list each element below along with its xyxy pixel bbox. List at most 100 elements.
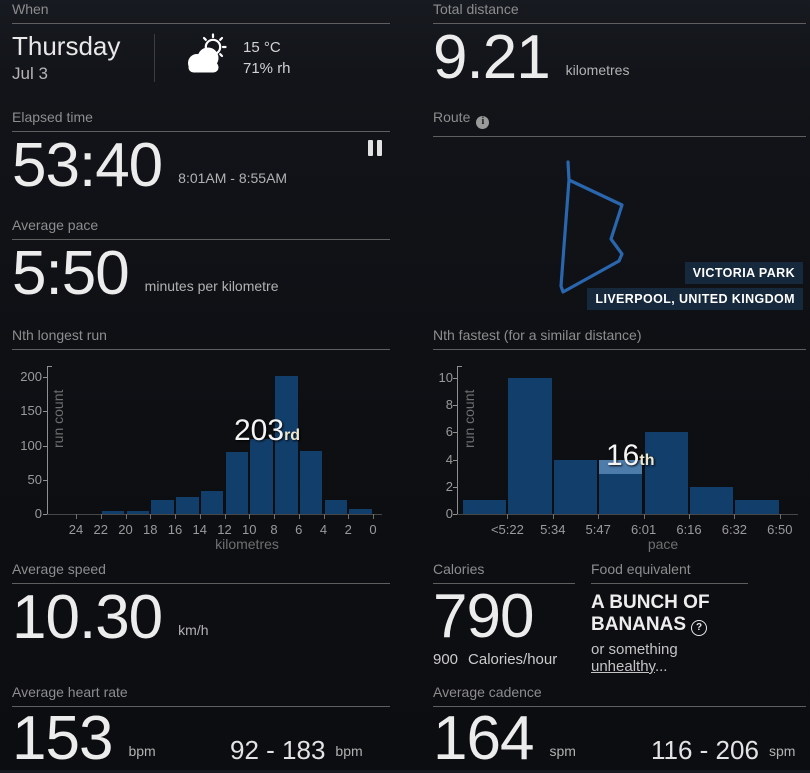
calories-food-section: Calories 790 900 Calories/hour Food equiv… bbox=[433, 562, 806, 675]
histogram-bar bbox=[599, 460, 643, 514]
nth-longest-run-title: Nth longest run bbox=[12, 328, 390, 350]
food-equivalent-title: Food equivalent bbox=[591, 562, 748, 584]
date-label: Jul 3 bbox=[12, 63, 48, 83]
when-section: When Thursday Jul 3 bbox=[12, 2, 390, 84]
temperature: 15 °C bbox=[243, 38, 281, 56]
average-speed-value: 10.30 bbox=[12, 583, 163, 652]
divider bbox=[154, 33, 155, 82]
heart-rate-range: 92 - 183 bbox=[230, 735, 326, 765]
y-axis bbox=[457, 366, 458, 514]
calories-value: 790 bbox=[433, 582, 534, 651]
calories-rate: 900 Calories/hour bbox=[433, 651, 575, 668]
elapsed-time-value: 53:40 bbox=[12, 131, 163, 200]
x-axis bbox=[457, 514, 798, 515]
route-city-label: LIVERPOOL, UNITED KINGDOM bbox=[587, 287, 803, 310]
x-tick bbox=[298, 514, 300, 519]
average-heart-rate-title: Average heart rate bbox=[12, 685, 390, 707]
day-label: Thursday bbox=[12, 31, 121, 61]
route-map[interactable]: VICTORIA PARK LIVERPOOL, UNITED KINGDOM bbox=[433, 139, 806, 324]
y-tick-label: 8 bbox=[445, 397, 453, 413]
cadence-range-unit: spm bbox=[768, 743, 796, 759]
time-range: 8:01AM - 8:55AM bbox=[178, 170, 288, 186]
food-alternative: or something unhealthy... bbox=[591, 640, 678, 675]
y-tick-label: 6 bbox=[445, 424, 453, 440]
histogram-bar bbox=[463, 500, 507, 514]
average-speed-title: Average speed bbox=[12, 562, 390, 584]
histogram-bar bbox=[553, 460, 597, 514]
x-tick bbox=[249, 514, 251, 519]
info-icon[interactable]: i bbox=[476, 115, 490, 129]
pause-icon[interactable] bbox=[368, 140, 382, 156]
x-tick-label: 0 bbox=[369, 522, 377, 537]
y-tick bbox=[43, 445, 47, 447]
average-pace-section: Average pace 5:50 minutes per kilometre bbox=[12, 218, 390, 304]
y-tick-label: 200 bbox=[20, 369, 42, 384]
x-tick-label: 18 bbox=[143, 522, 158, 537]
y-axis-cap bbox=[457, 366, 462, 367]
x-tick-label: 6:32 bbox=[721, 522, 748, 537]
x-tick bbox=[175, 514, 176, 519]
y-tick bbox=[43, 479, 47, 481]
y-tick bbox=[453, 378, 457, 379]
longest-run-histogram: 0 50 100 150 200 24 22 20 18 16 14 12 10 8 6 4 2 0 run cou… bbox=[12, 354, 390, 559]
highlighted-segment bbox=[599, 460, 643, 474]
histogram-bar bbox=[349, 509, 372, 514]
route-path-svg bbox=[559, 159, 624, 294]
x-tick bbox=[373, 514, 374, 519]
histogram-bar bbox=[508, 378, 552, 514]
histogram-bar bbox=[250, 439, 273, 514]
food-equivalent-name: A BUNCH OF BANANAS? bbox=[591, 592, 710, 637]
x-tick bbox=[348, 514, 350, 519]
when-content: Thursday Jul 3 bbox=[12, 31, 390, 84]
x-tick-label: 8 bbox=[270, 522, 278, 537]
average-pace-unit: minutes per kilometre bbox=[144, 278, 279, 294]
x-tick bbox=[76, 514, 77, 519]
heart-rate-value: 153 bbox=[12, 704, 113, 773]
x-tick bbox=[199, 514, 201, 519]
x-tick-label: 5:47 bbox=[585, 522, 611, 537]
food-equivalent-block: Food equivalent A BUNCH OF BANANAS? or s… bbox=[591, 562, 748, 675]
y-tick bbox=[43, 411, 47, 413]
total-distance-section: Total distance 9.21 kilometres bbox=[433, 2, 806, 88]
heart-rate-unit: bpm bbox=[128, 743, 156, 759]
x-tick-label: <5:22 bbox=[490, 522, 524, 537]
average-cadence-section: Average cadence 164 spm 116 - 206 spm bbox=[433, 685, 806, 769]
nth-fastest-section: Nth fastest (for a similar distance) 0 2 4… bbox=[433, 328, 806, 559]
elapsed-time-title: Elapsed time bbox=[12, 110, 390, 132]
x-tick bbox=[100, 514, 102, 519]
x-tick-label: 6:01 bbox=[630, 522, 657, 537]
histogram-bar bbox=[176, 497, 199, 514]
total-distance-value: 9.21 bbox=[433, 23, 551, 92]
x-tick bbox=[224, 514, 226, 519]
y-tick-label: 0 bbox=[34, 506, 42, 521]
y-tick bbox=[453, 486, 457, 488]
x-tick bbox=[734, 514, 736, 519]
y-tick bbox=[453, 405, 457, 407]
weather-readings: 15 °C 71% rh bbox=[243, 37, 291, 79]
histogram-bar bbox=[151, 500, 174, 514]
x-tick bbox=[598, 514, 600, 519]
y-tick bbox=[453, 432, 457, 434]
cadence-main: 164 spm bbox=[433, 708, 651, 770]
y-tick bbox=[43, 514, 47, 515]
total-distance-unit: kilometres bbox=[565, 62, 630, 78]
x-tick bbox=[552, 514, 554, 519]
calories-rate-value: 900 bbox=[433, 650, 459, 668]
x-tick bbox=[643, 514, 645, 519]
y-tick-label: 150 bbox=[20, 403, 42, 419]
x-tick-label: 16 bbox=[167, 522, 183, 537]
unhealthy-link[interactable]: unhealthy bbox=[591, 657, 655, 675]
histogram-bar bbox=[225, 452, 249, 514]
histogram-bar bbox=[101, 511, 125, 514]
route-title: Route i bbox=[433, 110, 806, 137]
y-tick bbox=[453, 514, 457, 515]
rank-annotation: 203rd bbox=[234, 414, 301, 447]
y-tick-label: 50 bbox=[27, 471, 42, 487]
histogram-bar bbox=[275, 376, 298, 514]
calories-title: Calories bbox=[433, 562, 575, 584]
y-tick bbox=[453, 459, 457, 461]
y-axis-title: run count bbox=[50, 389, 66, 448]
y-tick bbox=[43, 377, 47, 378]
question-icon[interactable]: ? bbox=[691, 620, 707, 637]
